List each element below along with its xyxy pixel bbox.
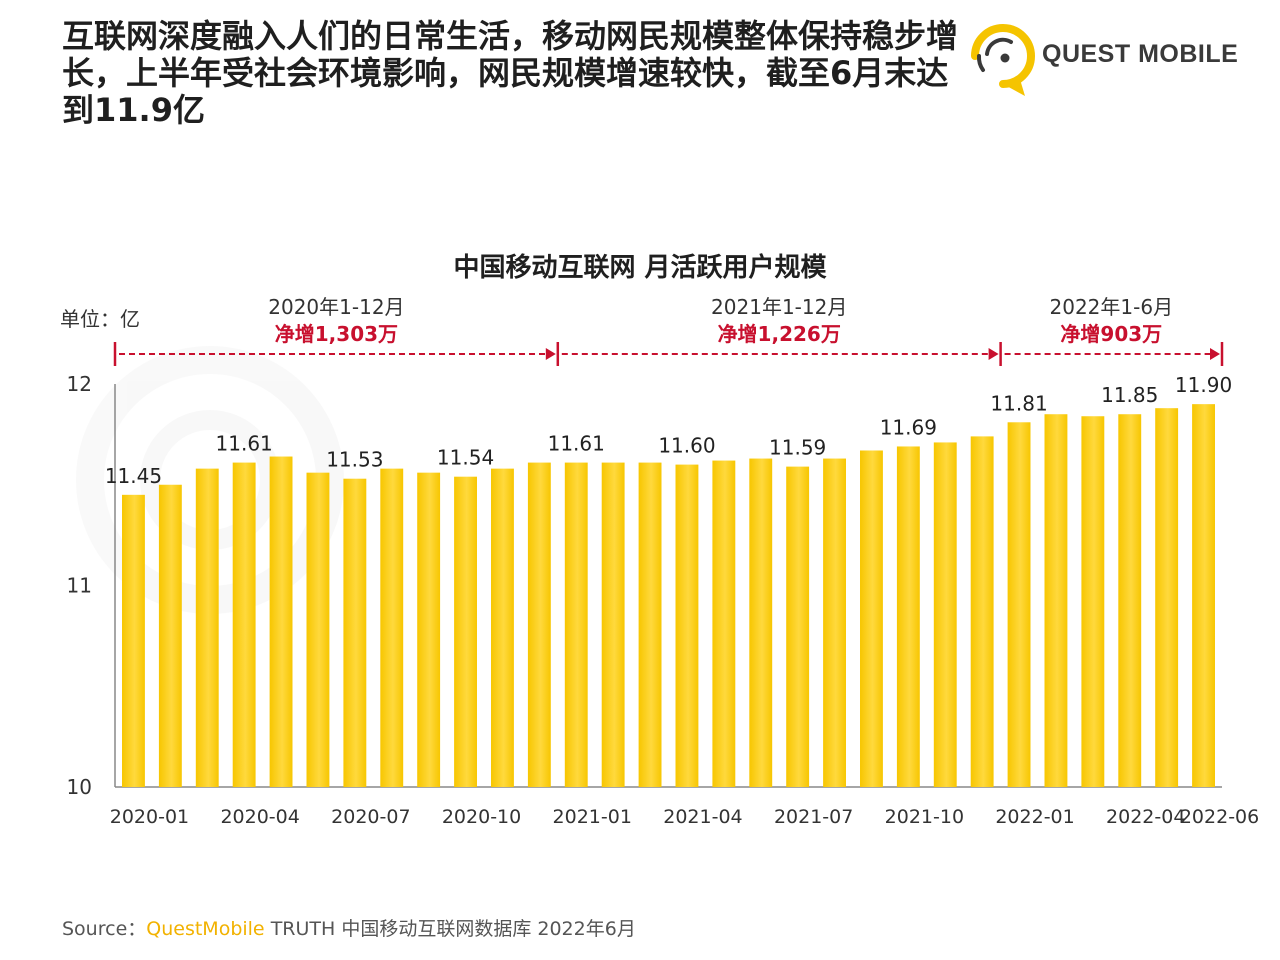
data-label: 11.45 [105,464,162,488]
source-note: Source：QuestMobile TRUTH 中国移动互联网数据库 2022… [62,914,636,941]
x-tick-label: 2022-01 [995,806,1074,828]
source-rest: TRUTH 中国移动互联网数据库 2022年6月 [270,918,636,940]
bar-2022-06 [1192,404,1215,787]
bar-2022-01 [1007,422,1031,787]
bar-2022-04 [1118,414,1142,787]
bar-2020-11 [491,468,514,787]
data-label: 11.69 [880,415,937,439]
x-tick-label: 2020-04 [220,806,299,828]
bar-2022-02 [1044,414,1068,787]
bar-2021-10 [896,446,920,787]
bar-2021-05 [712,460,736,787]
bar-2020-02 [158,484,182,787]
data-label: 11.90 [1175,373,1232,397]
quest-mobile-logo-icon [971,24,1035,96]
bar-2020-08 [380,468,404,787]
data-label: 11.85 [1101,383,1158,407]
bar-2020-10 [454,476,477,787]
bar-2021-02 [601,462,625,787]
bar-2022-03 [1081,416,1105,787]
x-tick-label: 2021-04 [663,806,742,828]
x-tick-label: 2020-10 [442,806,521,828]
data-label: 11.61 [548,432,605,456]
bar-2021-03 [638,462,662,787]
data-label: 11.61 [216,432,273,456]
arrow-head-icon [545,348,556,360]
bar-2021-09 [860,450,883,787]
bar-2021-06 [749,458,773,787]
bar-chart: 中国移动互联网 月活跃用户规模 单位：亿 10 11 12 2020-01 2020-0… [60,252,1259,828]
x-tick-label: 2022-06 [1180,806,1259,828]
chart-title: 中国移动互联网 月活跃用户规模 [453,252,827,283]
source-brand: QuestMobile [146,918,265,940]
bar-2020-06 [306,472,330,787]
logo-text: QUEST MOBILE [1042,40,1239,68]
bar-2020-09 [417,472,441,787]
bar-2020-05 [269,456,293,787]
x-tick-label: 2021-10 [885,806,964,828]
unit-label: 单位：亿 [60,307,140,331]
x-tick-label: 2021-01 [553,806,632,828]
y-tick-label: 10 [67,775,92,799]
x-tick-label: 2022-04 [1106,806,1185,828]
y-tick-label: 11 [67,574,92,598]
bar-2021-11 [933,442,957,787]
headline: 互联网深度融入人们的日常生活，移动网民规模整体保持稳步增长，上半年受社会环境影响… [62,17,959,129]
arrow-head-icon [1210,348,1220,360]
bar-2020-03 [195,468,219,787]
x-tick-label: 2020-01 [110,806,189,828]
data-label: 11.54 [437,446,494,470]
bar-2021-07 [786,466,810,787]
bar-2021-04 [675,464,699,787]
bar-2021-01 [564,462,588,787]
data-label: 11.60 [658,434,715,458]
source-prefix: Source： [62,918,147,940]
net-increase-label: 净增903万 [1060,322,1162,346]
bar-2021-12 [970,436,994,787]
data-label: 11.59 [769,436,826,460]
period-label: 2021年1-12月 [711,295,847,319]
x-tick-label: 2021-07 [774,806,853,828]
net-increase-label: 净增1,303万 [275,322,398,346]
period-label: 2022年1-6月 [1050,295,1174,319]
period-label: 2020年1-12月 [268,295,404,319]
bar-2020-04 [232,462,256,787]
bar-2020-07 [343,478,367,787]
bar-2020-12 [527,462,551,787]
bar-2022-05 [1155,408,1179,787]
arrow-head-icon [988,348,999,360]
bar-2021-08 [823,458,846,787]
bar-2020-01 [122,494,145,787]
x-tick-label: 2020-07 [331,806,410,828]
data-label: 11.81 [990,391,1047,415]
y-tick-label: 12 [67,372,92,396]
net-increase-label: 净增1,226万 [718,322,841,346]
data-label: 11.53 [326,448,383,472]
